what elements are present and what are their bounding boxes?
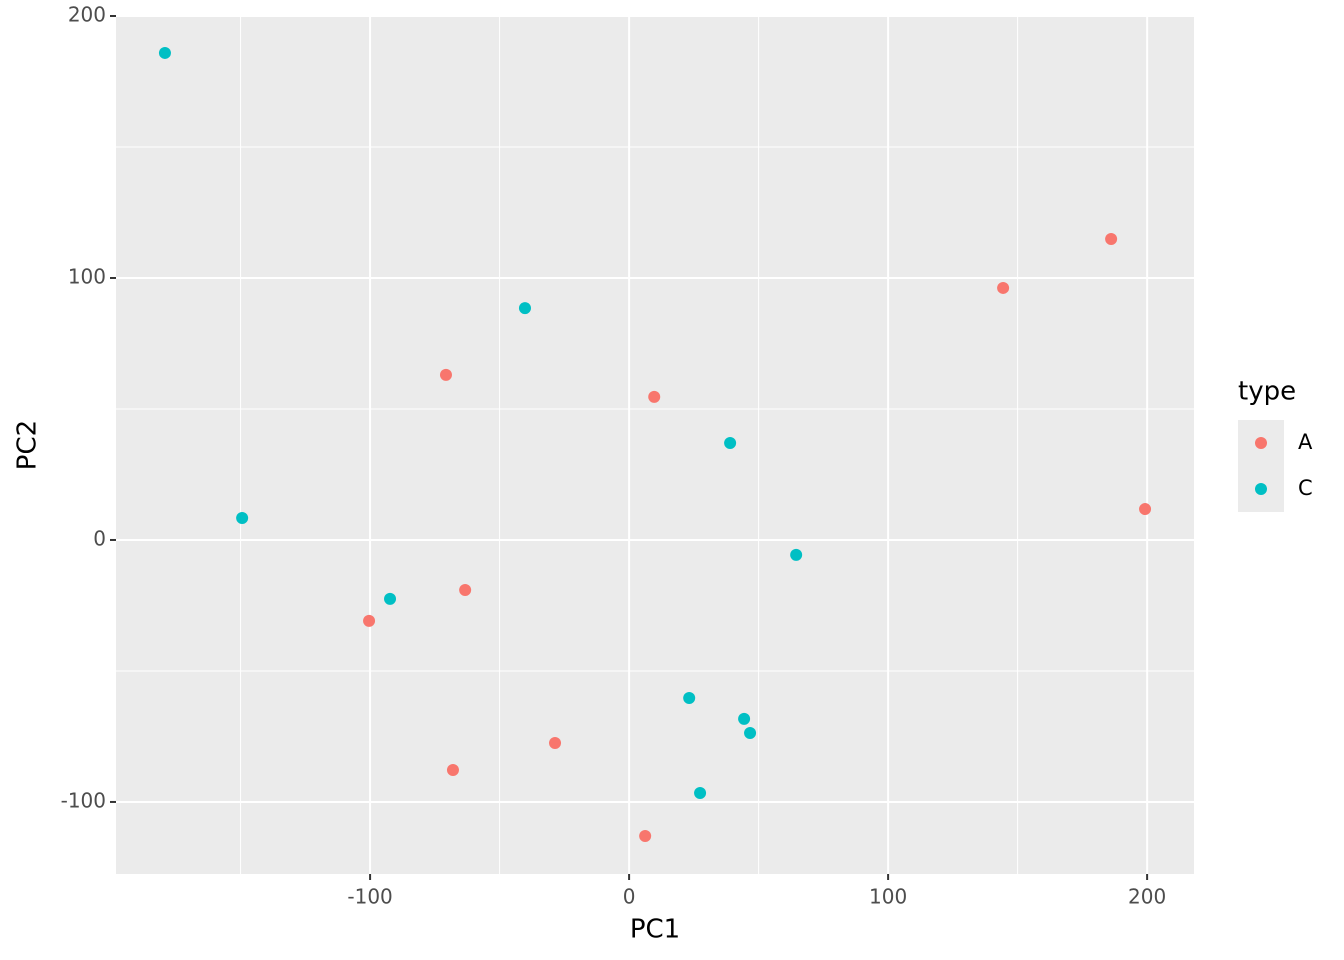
panel-background	[116, 16, 1194, 874]
point	[459, 584, 472, 597]
point	[363, 614, 376, 627]
legend-symbol	[1255, 483, 1267, 495]
y-tick-label: 100	[68, 264, 106, 288]
point	[694, 787, 707, 800]
x-tick-label: 0	[623, 885, 636, 909]
y-axis-title: PC2	[13, 420, 43, 470]
point	[683, 691, 696, 704]
point	[439, 368, 452, 381]
point	[648, 390, 661, 403]
point	[446, 763, 459, 776]
point	[518, 302, 531, 315]
x-tick-label: 200	[1128, 885, 1166, 909]
x-tick-label: 100	[869, 885, 907, 909]
legend-symbol	[1255, 437, 1267, 449]
point	[1139, 503, 1152, 516]
point	[1105, 232, 1118, 245]
point	[724, 437, 737, 450]
legend-label: A	[1298, 430, 1313, 454]
y-tick-label: 0	[93, 526, 106, 550]
legend-label: C	[1298, 476, 1313, 500]
point	[384, 592, 397, 605]
y-tick-label: -100	[61, 788, 106, 812]
legend-title: type	[1238, 377, 1296, 407]
point	[236, 511, 249, 524]
x-tick-label: -100	[347, 885, 392, 909]
point	[549, 737, 562, 750]
x-axis-title: PC1	[630, 915, 680, 945]
point	[997, 281, 1010, 294]
point	[744, 727, 757, 740]
y-tick-label: 200	[68, 3, 106, 27]
point	[790, 548, 803, 561]
point	[738, 712, 751, 725]
point	[158, 46, 171, 59]
point	[639, 830, 652, 843]
